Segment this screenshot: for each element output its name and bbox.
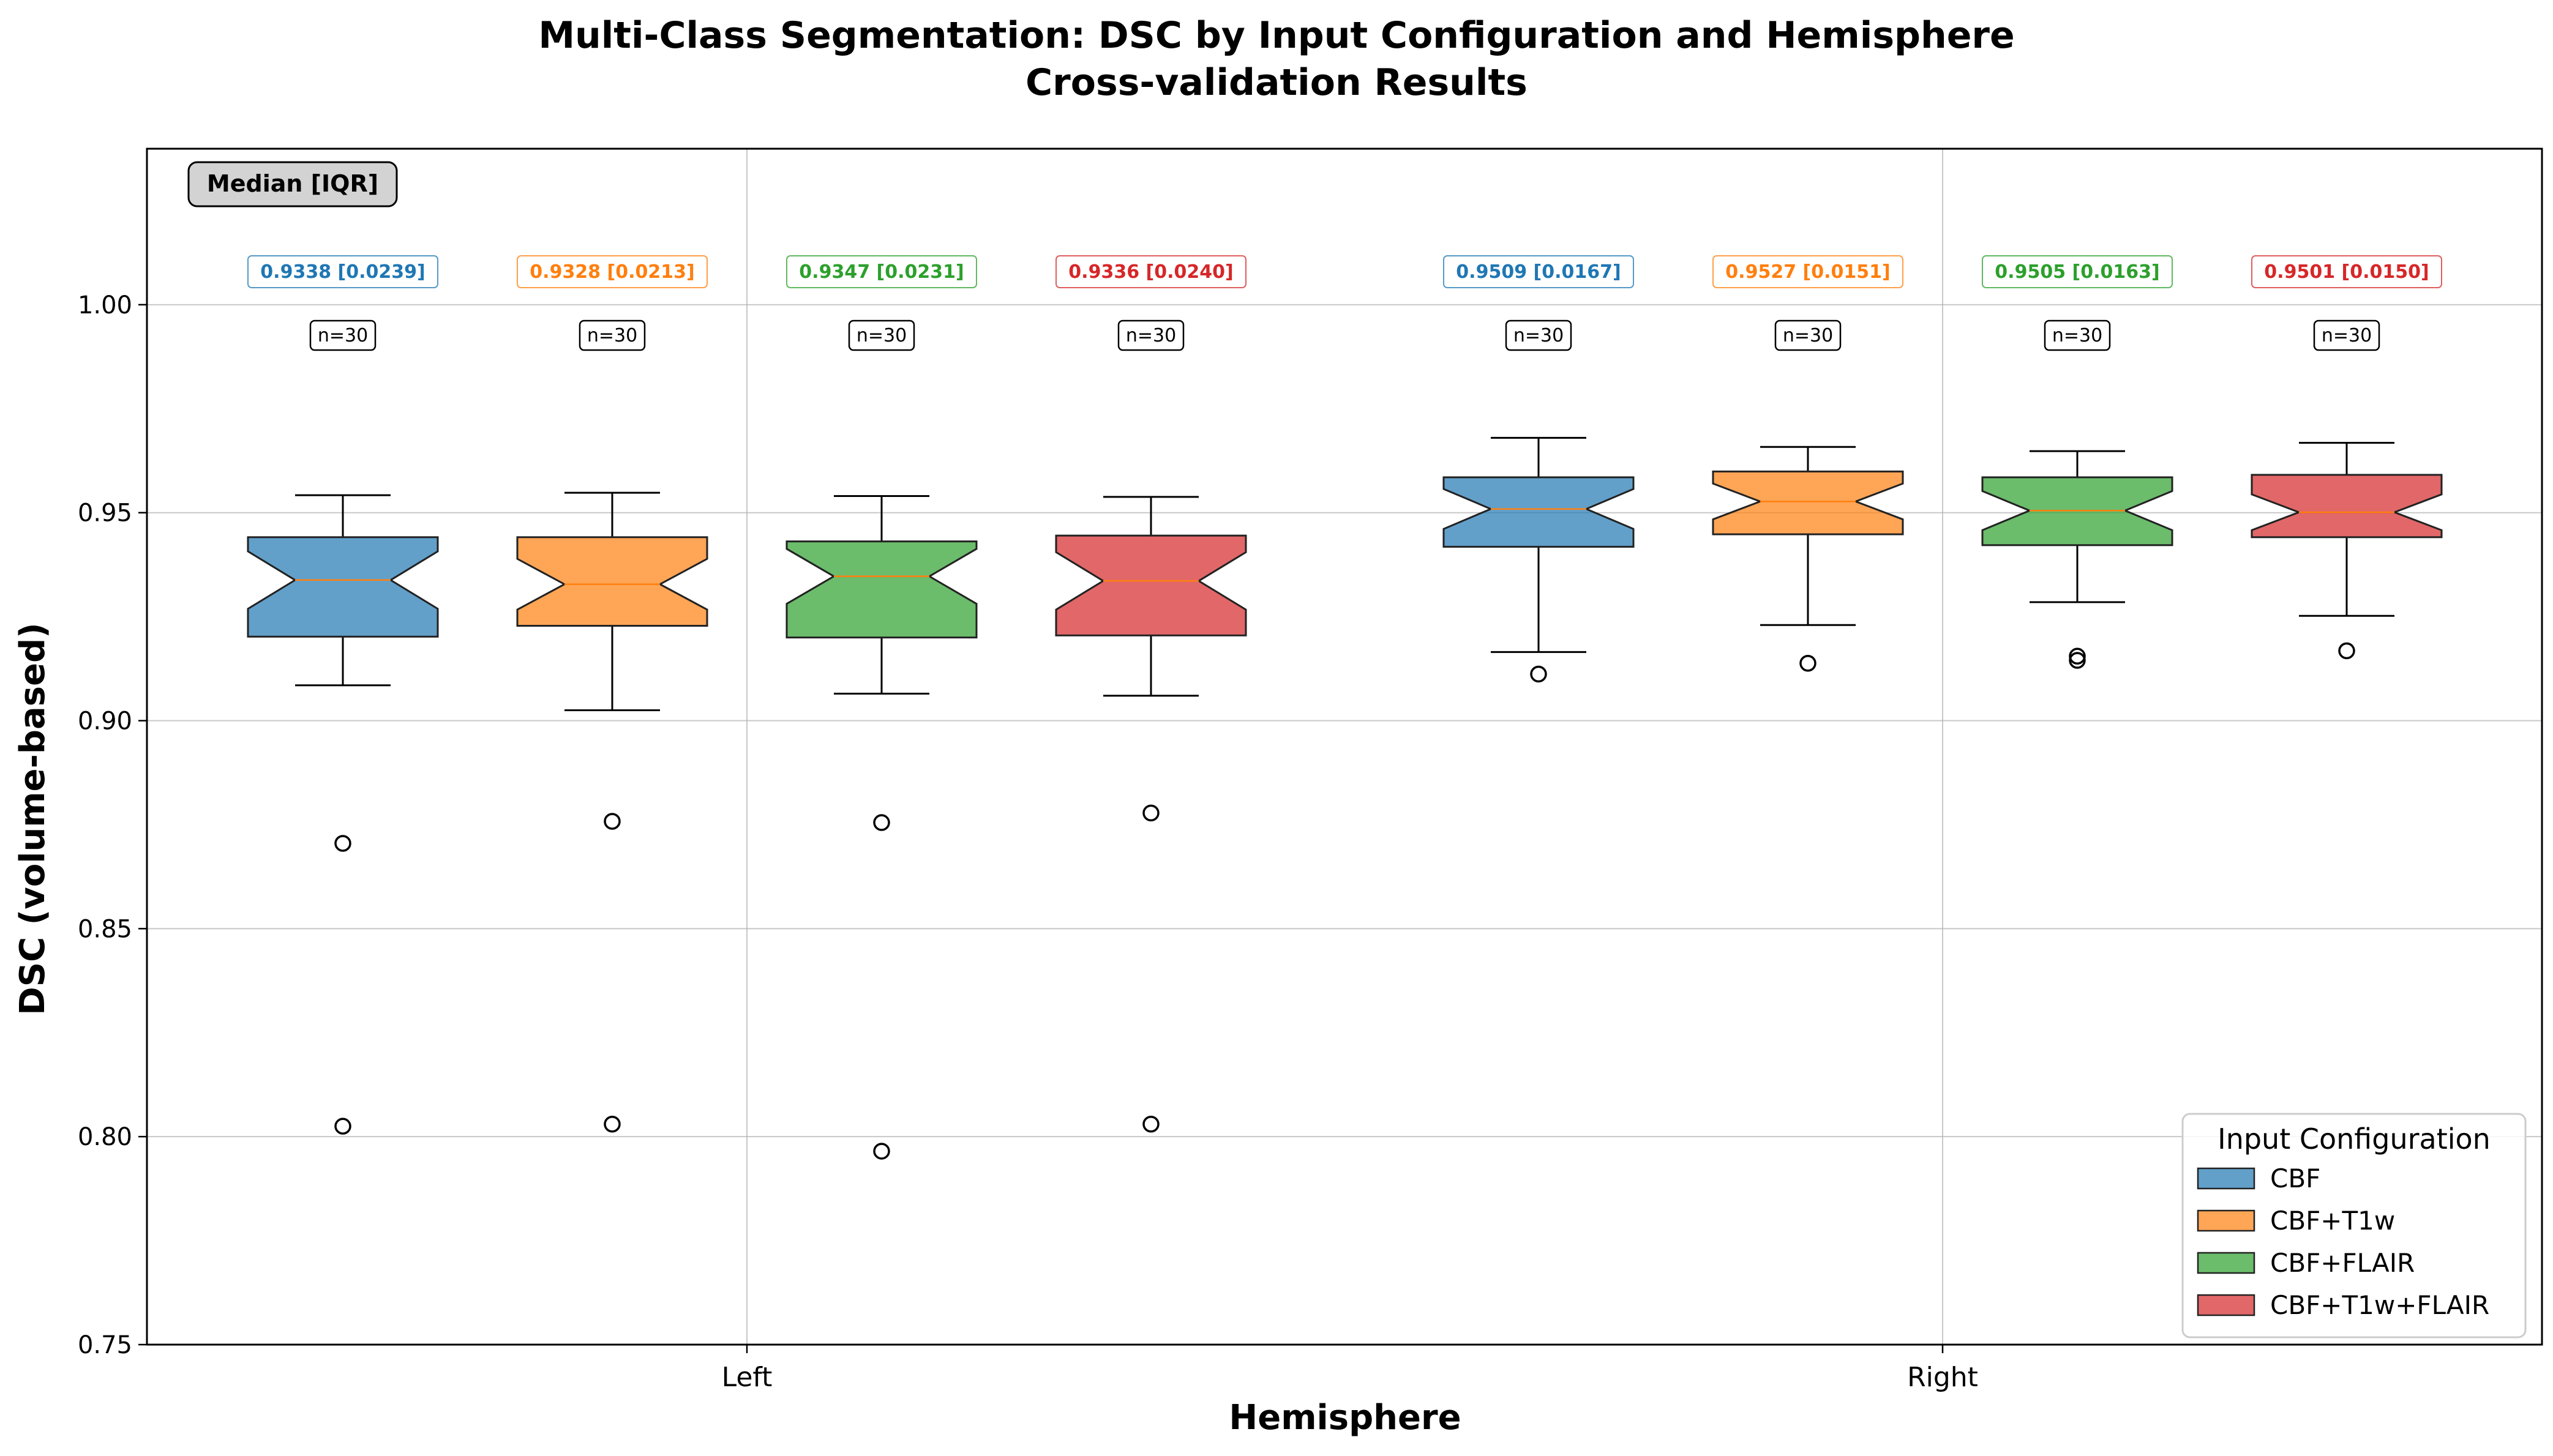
legend-title: Input Configuration	[2217, 1122, 2491, 1155]
y-tick-label: 0.90	[78, 707, 132, 736]
n-label-box	[1505, 319, 1572, 351]
n-label: n=30	[1126, 325, 1176, 346]
stat-label: 0.9347 [0.0231]	[799, 261, 964, 283]
outlier-point	[1799, 654, 1816, 672]
n-label-box	[1117, 319, 1185, 351]
stat-label: 0.9509 [0.0167]	[1456, 261, 1621, 283]
outlier-point	[873, 1143, 890, 1160]
outlier-point	[334, 1118, 351, 1135]
axes-layer: Multi-Class Segmentation: DSC by Input C…	[13, 14, 2543, 1438]
n-label: n=30	[587, 325, 637, 346]
box-notched	[2251, 474, 2443, 539]
plot-layer	[247, 436, 2443, 1160]
n-label-box	[579, 319, 646, 351]
n-label-box	[309, 319, 377, 351]
legend: Input Configuration CBF CBF+T1w CBF+FLAIR C…	[2181, 1113, 2527, 1338]
stat-label: 0.9501 [0.0150]	[2264, 261, 2429, 283]
stat-label-box	[1055, 255, 1247, 288]
box-notched	[516, 536, 708, 627]
n-label-box	[2313, 319, 2380, 351]
n-label-box	[848, 319, 915, 351]
box-notched	[785, 540, 978, 639]
legend-entry-label: CBF	[2270, 1163, 2320, 1193]
y-tick-label: 0.80	[78, 1123, 132, 1151]
stat-label-box	[1443, 255, 1634, 288]
legend-entry-label: CBF+T1w+FLAIR	[2270, 1290, 2489, 1320]
outlier-point	[2069, 648, 2086, 665]
outlier-point	[2069, 652, 2086, 669]
outlier-point	[1142, 804, 1160, 822]
n-label-box	[1774, 319, 1842, 351]
n-label: n=30	[2052, 325, 2102, 346]
stat-label-box	[786, 255, 977, 288]
n-label-box	[2044, 319, 2111, 351]
n-label: n=30	[2322, 325, 2372, 346]
stat-label: 0.9527 [0.0151]	[1725, 261, 1890, 283]
x-tick-label: Left	[722, 1362, 773, 1393]
outlier-point	[604, 813, 621, 830]
legend-swatch	[2197, 1294, 2255, 1316]
box-notched	[247, 536, 439, 638]
stat-label: 0.9505 [0.0163]	[1995, 261, 2159, 283]
legend-swatch	[2197, 1252, 2255, 1274]
outlier-point	[1142, 1116, 1160, 1133]
chart-subtitle: Cross-validation Results	[1025, 61, 1528, 104]
stat-label-box	[247, 255, 438, 288]
x-axis-label: Hemisphere	[1229, 1398, 1461, 1438]
n-label: n=30	[1783, 325, 1833, 346]
box-notched	[1712, 470, 1904, 536]
legend-swatch	[2197, 1167, 2255, 1190]
stat-label-box	[1982, 255, 2173, 288]
chart-title: Multi-Class Segmentation: DSC by Input C…	[538, 14, 2014, 57]
stats-header-box	[187, 161, 398, 207]
stats-header-label: Median [IQR]	[207, 170, 378, 197]
box-notched	[1442, 476, 1635, 548]
legend-entry-label: CBF+T1w	[2270, 1206, 2395, 1236]
plot-frame	[146, 147, 2543, 1346]
stat-label: 0.9336 [0.0240]	[1068, 261, 1233, 283]
outlier-point	[1530, 665, 1547, 683]
stat-label: 0.9328 [0.0213]	[530, 261, 694, 283]
y-tick-label: 1.00	[78, 291, 132, 319]
n-label: n=30	[857, 325, 907, 346]
stat-label-box	[517, 255, 708, 288]
outlier-point	[604, 1116, 621, 1133]
y-tick-label: 0.95	[78, 499, 132, 528]
legend-entry-label: CBF+FLAIR	[2270, 1248, 2415, 1278]
y-axis-label: DSC (volume-based)	[13, 622, 53, 1015]
stat-label-box	[1712, 255, 1903, 288]
stat-label: 0.9338 [0.0239]	[260, 261, 425, 283]
x-tick-label: Right	[1907, 1362, 1978, 1393]
legend-frame	[2181, 1113, 2527, 1338]
y-tick-label: 0.85	[78, 915, 132, 943]
annotation-layer: Median [IQR] 0.9338 [0.0239] n=30 0.9509 […	[187, 161, 2442, 351]
y-tick-label: 0.75	[78, 1331, 132, 1359]
outlier-point	[873, 814, 890, 831]
n-label: n=30	[1513, 325, 1564, 346]
outlier-point	[2338, 642, 2355, 660]
n-label: n=30	[318, 325, 368, 346]
box-notched	[1055, 534, 1247, 637]
legend-swatch	[2197, 1209, 2255, 1232]
outlier-point	[334, 835, 351, 852]
stat-label-box	[2251, 255, 2442, 288]
